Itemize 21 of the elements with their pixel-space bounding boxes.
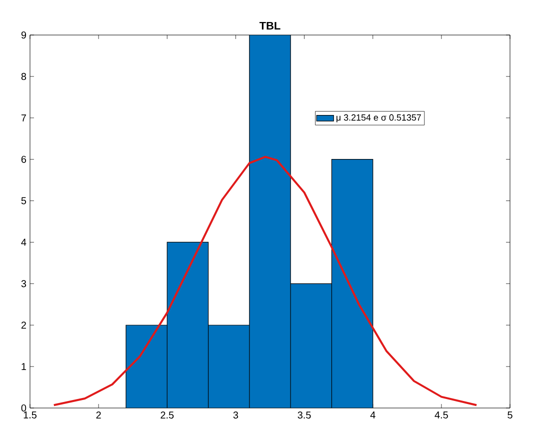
x-tick-label: 3 — [233, 412, 238, 419]
x-tick-label: 4.5 — [434, 412, 448, 418]
y-tick-label: 1 — [22, 363, 26, 370]
y-tick-label: 0 — [21, 404, 26, 412]
x-tick-label: 5 — [508, 412, 512, 418]
y-tick-label: 4 — [21, 238, 26, 246]
y-tick-label: 7 — [21, 114, 26, 122]
x-tick-label: 1.5 — [24, 412, 37, 418]
x-tick-label: 3.5 — [298, 412, 311, 419]
y-tick-label: 5 — [21, 197, 26, 204]
legend-label: μ 3.2154 e σ 0.51357 — [336, 114, 421, 122]
y-tick-label: 9 — [21, 31, 26, 39]
x-tick-label: 2.5 — [160, 412, 174, 419]
x-tick-label: 4 — [370, 412, 376, 418]
x-tick-label: 2 — [96, 412, 101, 418]
y-tick-label: 8 — [21, 72, 26, 80]
y-tick-label: 2 — [21, 322, 26, 329]
line-series — [52, 156, 478, 406]
chart-title: TBL — [259, 22, 280, 30]
y-tick-label: 6 — [21, 156, 26, 163]
y-tick-label: 3 — [21, 280, 26, 288]
